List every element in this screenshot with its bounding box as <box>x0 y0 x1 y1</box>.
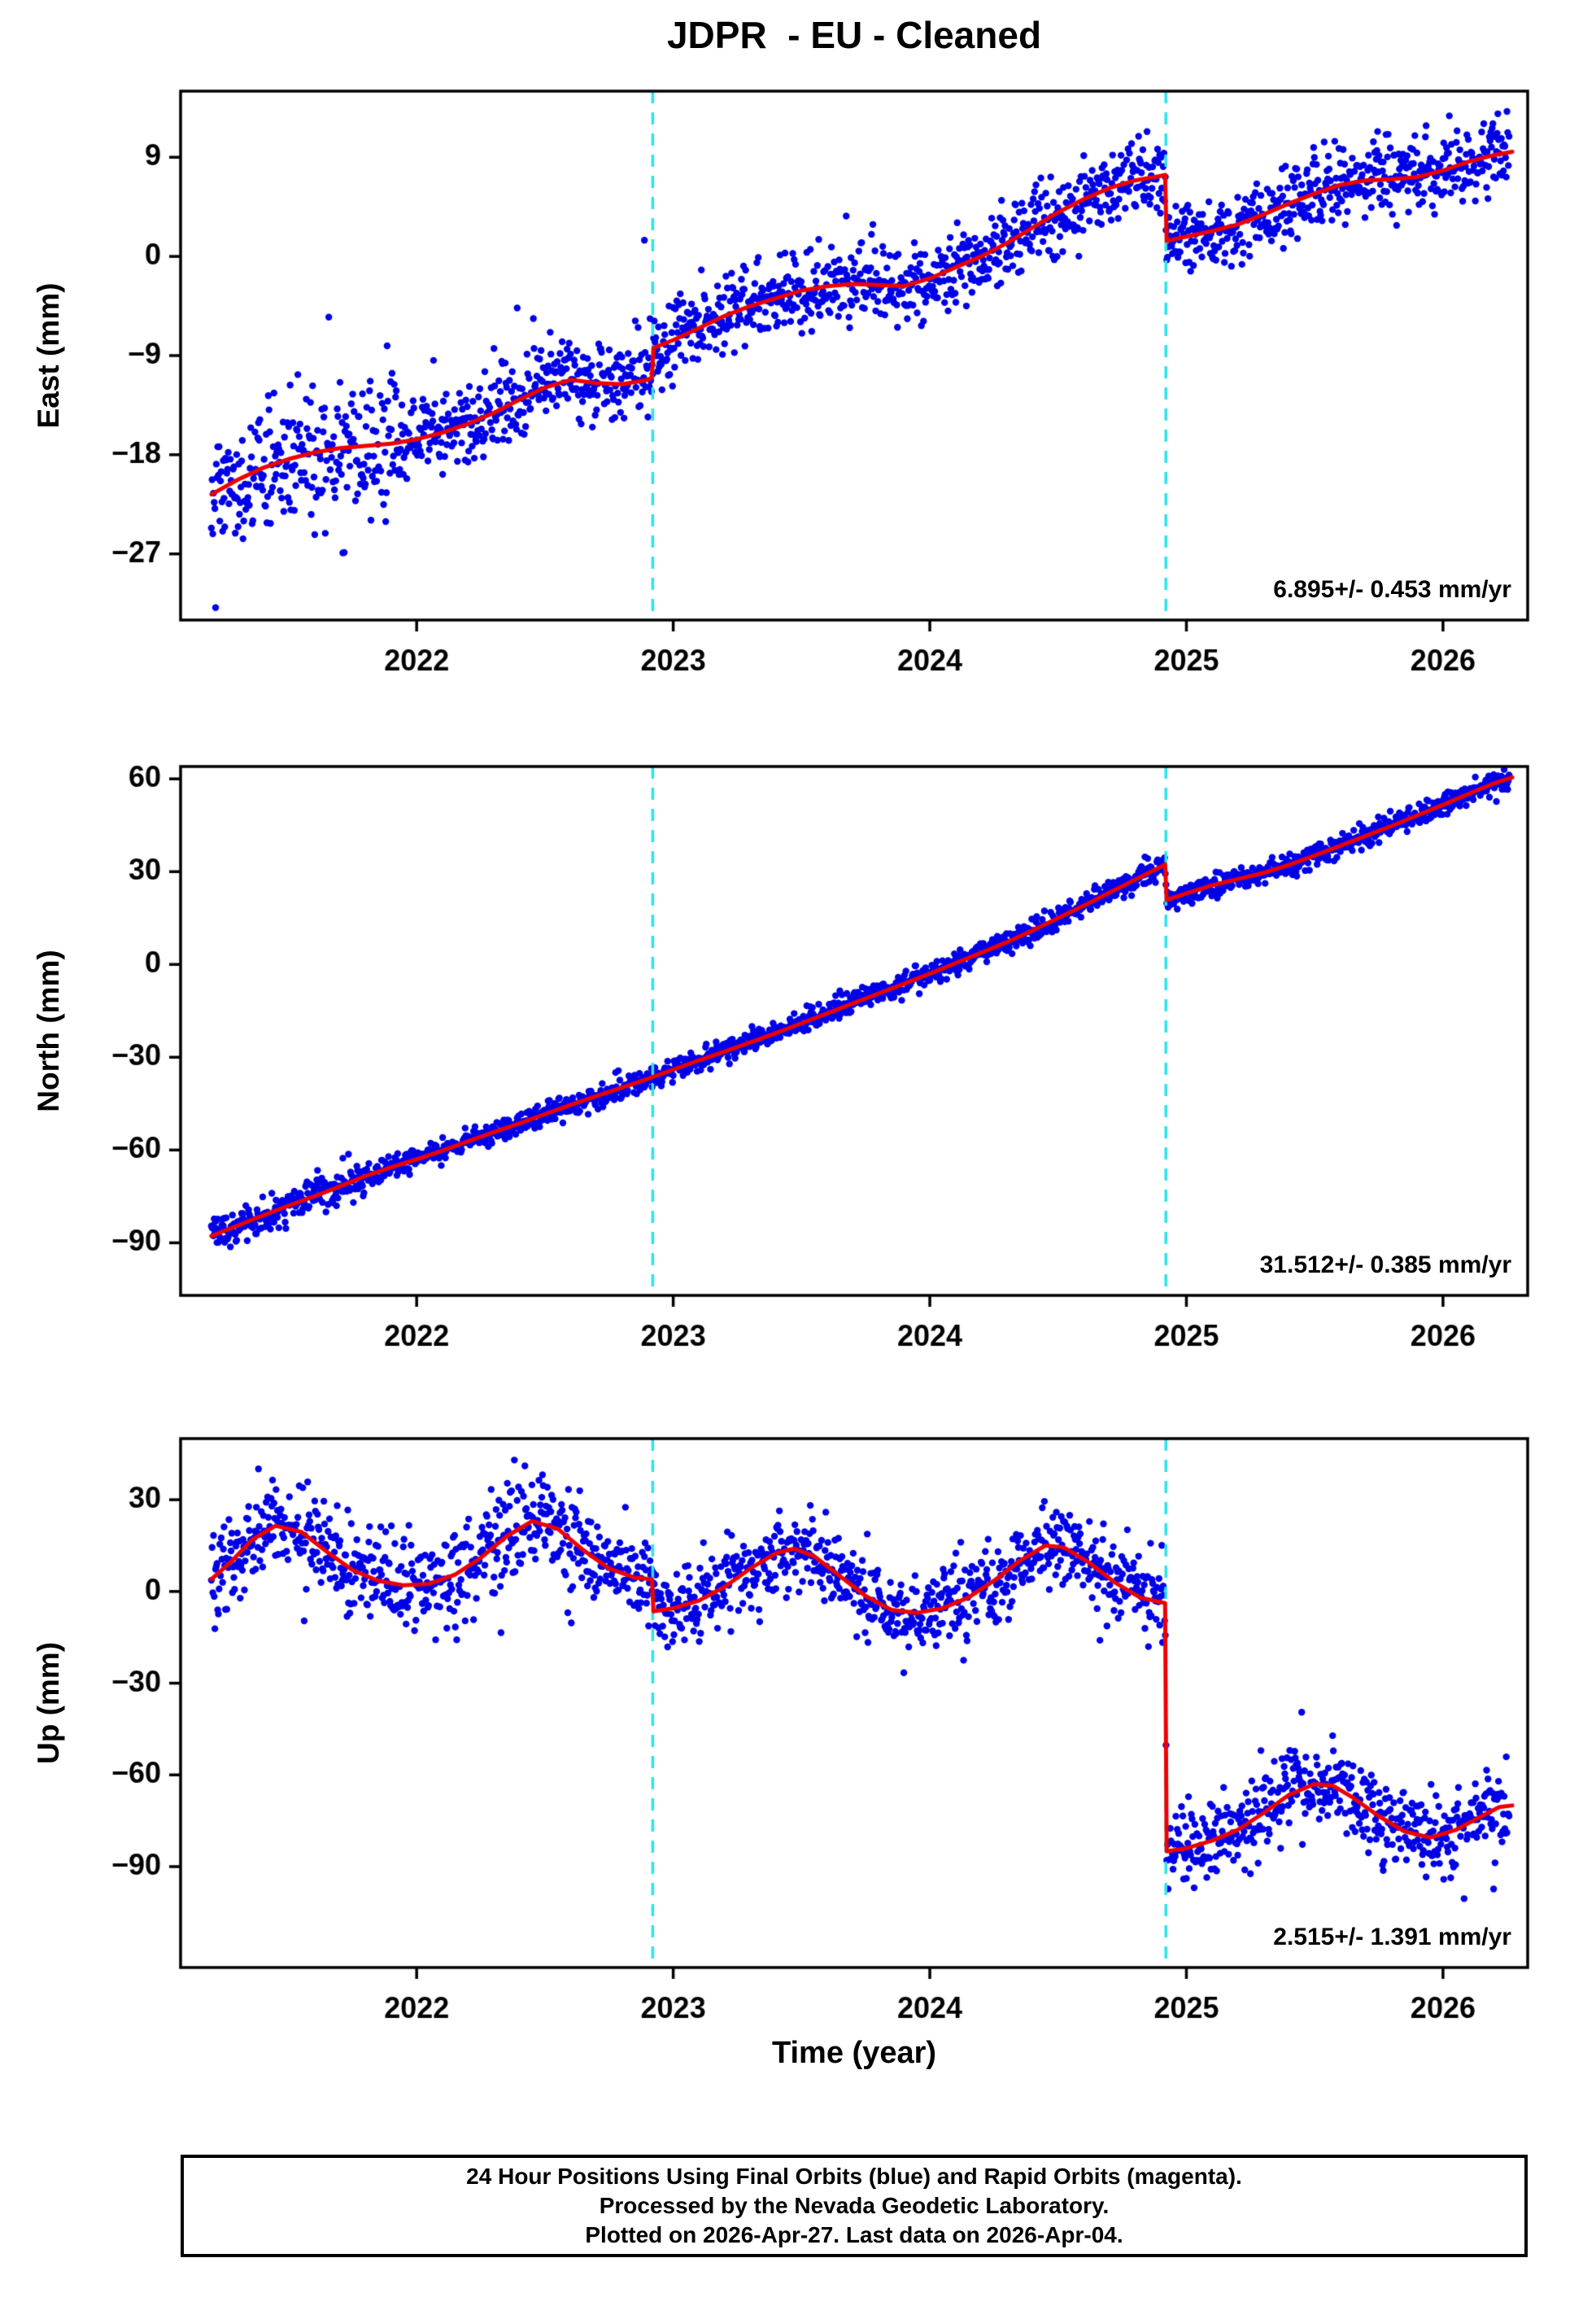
up-rate-annotation: 2.515+/- 1.391 mm/yr <box>1273 1924 1511 1950</box>
east-rate-annotation: 6.895+/- 0.453 mm/yr <box>1273 576 1511 603</box>
north-rate-annotation: 31.512+/- 0.385 mm/yr <box>1259 1251 1511 1278</box>
up-axis-label: Up (mm) <box>32 1641 65 1765</box>
north-axis-label: North (mm) <box>32 950 65 1112</box>
x-axis-label: Time (year) <box>771 2036 937 2070</box>
caption-box: 24 Hour Positions Using Final Orbits (bl… <box>181 2155 1528 2257</box>
east-axis-label: East (mm) <box>32 282 65 429</box>
caption-line-plotted-date: Plotted on 2026-Apr-27. Last data on 202… <box>585 2222 1123 2247</box>
caption-line-orbits: 24 Hour Positions Using Final Orbits (bl… <box>466 2164 1242 2189</box>
caption-line-processed-by: Processed by the Nevada Geodetic Laborat… <box>599 2193 1110 2218</box>
